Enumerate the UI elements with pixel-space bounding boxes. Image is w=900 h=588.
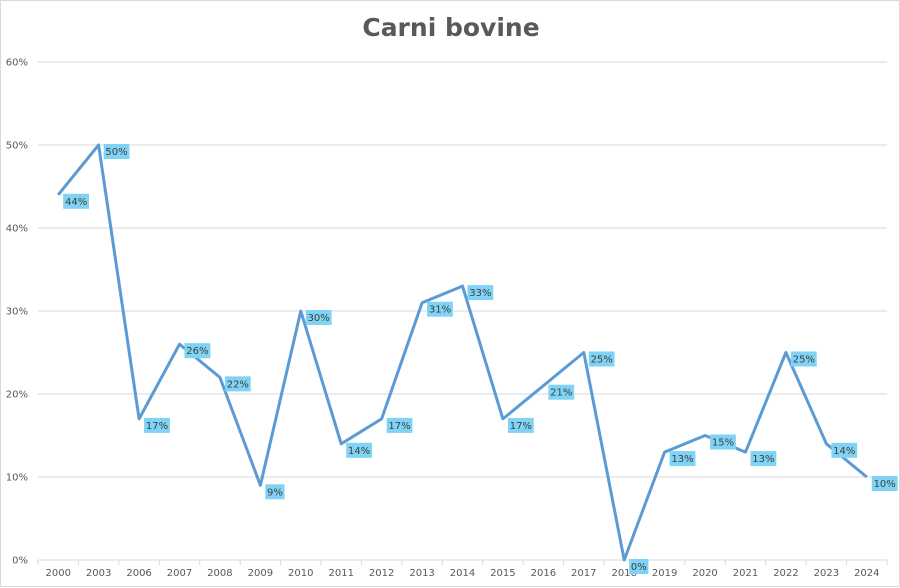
- data-label: 17%: [507, 417, 534, 433]
- data-label-box: [871, 476, 898, 491]
- grid-layer: [38, 61, 887, 561]
- data-label: 25%: [790, 351, 817, 367]
- data-label-text: 21%: [550, 388, 572, 399]
- data-label: 15%: [710, 434, 736, 450]
- data-label: 31%: [427, 301, 453, 317]
- data-label-text: 31%: [429, 305, 451, 316]
- data-label-box: [588, 351, 615, 367]
- data-label-text: 25%: [591, 355, 613, 366]
- data-label: 33%: [467, 285, 494, 301]
- series-layer: [57, 143, 868, 562]
- data-label-box: [63, 193, 90, 209]
- data-label-text: 13%: [671, 454, 693, 465]
- data-label-text: 15%: [712, 438, 734, 449]
- y-tick-label: 20%: [6, 390, 28, 401]
- data-label-box: [790, 351, 817, 367]
- data-label: 30%: [305, 310, 332, 325]
- chart-title: Carni bovine: [362, 13, 540, 42]
- data-label-text: 22%: [227, 379, 249, 390]
- data-label: 21%: [548, 384, 575, 400]
- data-label: 17%: [144, 417, 170, 433]
- data-label-box: [224, 376, 251, 392]
- data-label-box: [346, 442, 373, 458]
- data-label-layer: 44% 50% 17% 26% 22% 9% 30% 14% 17% 31% 33% 17% 21% 25…: [63, 144, 898, 574]
- series-line: [57, 143, 868, 562]
- x-tick-label: 2018: [611, 568, 636, 579]
- data-label-box: [427, 301, 453, 317]
- data-label-box: [103, 144, 130, 159]
- data-label-text: 10%: [874, 479, 896, 490]
- data-label-box: [184, 343, 211, 359]
- x-tick-label: 2024: [854, 568, 879, 579]
- data-label-box: [750, 451, 777, 467]
- data-label: 22%: [224, 376, 251, 392]
- x-tick-label: 2008: [207, 568, 232, 579]
- data-label: 25%: [588, 351, 615, 367]
- data-label-text: 17%: [510, 421, 532, 432]
- y-tick-label: 10%: [6, 473, 28, 484]
- data-label-box: [710, 434, 736, 450]
- data-label-text: 30%: [308, 313, 330, 324]
- x-tick-label: 2021: [733, 568, 758, 579]
- data-label-box: [467, 285, 494, 301]
- data-label: 17%: [386, 417, 413, 433]
- x-tick-label: 2016: [531, 568, 556, 579]
- data-label: 26%: [184, 343, 211, 359]
- data-label-text: 50%: [105, 147, 127, 158]
- y-tick-label: 0%: [12, 556, 28, 567]
- data-label-text: 26%: [186, 346, 208, 357]
- x-tick-label: 2000: [45, 568, 70, 579]
- x-tick-label: 2017: [571, 568, 596, 579]
- x-tick-label: 2013: [409, 568, 434, 579]
- axis-layer: 0% 10% 20% 30% 40% 50% 60% 2000 2003 2006 2007 2008…: [6, 58, 888, 579]
- data-label-box: [386, 417, 413, 433]
- x-tick-label: 2003: [86, 568, 111, 579]
- data-label-box: [265, 484, 285, 500]
- data-label-box: [305, 310, 332, 325]
- data-label-text: 33%: [469, 288, 491, 299]
- data-label: 14%: [831, 442, 858, 458]
- data-label: 0%: [629, 559, 649, 574]
- data-label-box: [831, 442, 858, 458]
- data-label-text: 9%: [267, 487, 283, 498]
- data-label-text: 44%: [65, 197, 87, 208]
- data-label-text: 25%: [793, 355, 815, 366]
- data-label: 13%: [669, 451, 696, 467]
- data-label-text: 13%: [752, 454, 774, 465]
- data-label-text: 0%: [631, 562, 647, 573]
- data-label-text: 14%: [833, 446, 855, 457]
- data-label-box: [669, 451, 696, 467]
- x-tick-label: 2014: [450, 568, 475, 579]
- x-tick-label: 2022: [773, 568, 798, 579]
- y-tick-label: 60%: [6, 58, 28, 69]
- x-tick-label: 2006: [126, 568, 151, 579]
- y-tick-label: 50%: [6, 141, 28, 152]
- x-tick-label: 2012: [369, 568, 394, 579]
- y-tick-label: 30%: [6, 307, 28, 318]
- data-label-box: [144, 417, 170, 433]
- x-tick-label: 2019: [652, 568, 677, 579]
- x-tick-label: 2010: [288, 568, 313, 579]
- data-label: 44%: [63, 193, 90, 209]
- data-label: 50%: [103, 144, 130, 159]
- x-tick-label: 2020: [692, 568, 717, 579]
- x-tick-label: 2023: [814, 568, 839, 579]
- x-tick-label: 2015: [490, 568, 515, 579]
- data-label-text: 17%: [146, 421, 168, 432]
- data-label: 14%: [346, 442, 373, 458]
- data-label-text: 17%: [388, 421, 410, 432]
- data-label: 13%: [750, 451, 777, 467]
- data-label: 10%: [871, 476, 898, 491]
- y-tick-label: 40%: [6, 224, 28, 235]
- data-label-box: [548, 384, 575, 400]
- x-tick-label: 2011: [328, 568, 353, 579]
- x-tick-label: 2007: [167, 568, 192, 579]
- data-label: 9%: [265, 484, 285, 500]
- data-label-text: 14%: [348, 446, 370, 457]
- x-tick-label: 2009: [248, 568, 273, 579]
- data-label-box: [629, 559, 649, 574]
- data-label-box: [507, 417, 534, 433]
